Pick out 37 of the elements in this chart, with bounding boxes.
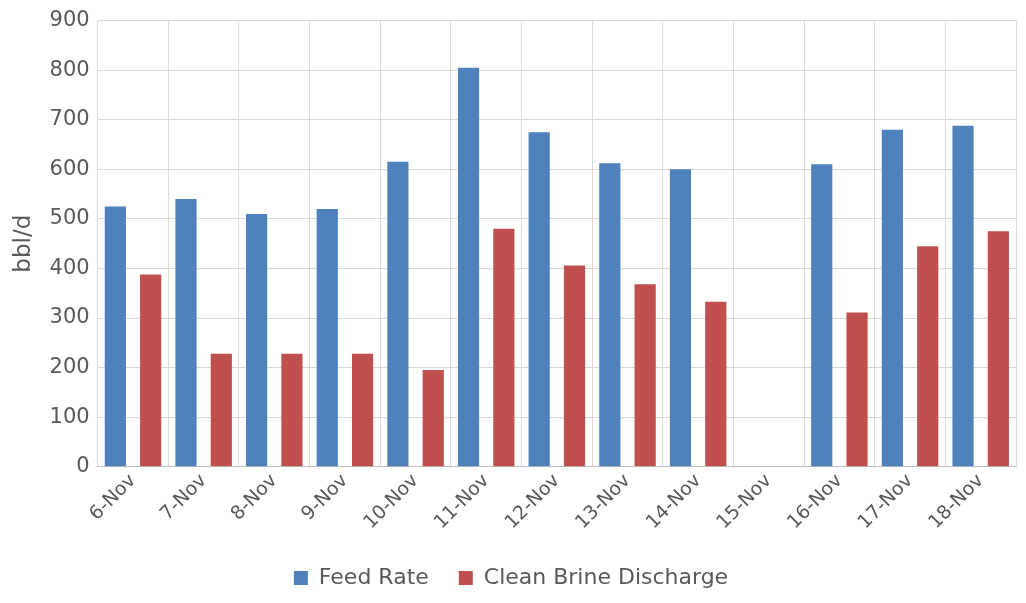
bar bbox=[987, 231, 1009, 467]
y-tick-label: 300 bbox=[49, 304, 90, 329]
legend-label: Clean Brine Discharge bbox=[483, 563, 729, 589]
bar bbox=[175, 199, 197, 467]
y-tick-label: 500 bbox=[49, 205, 90, 230]
bar bbox=[563, 265, 586, 467]
legend-label: Feed Rate bbox=[318, 563, 429, 589]
y-tick-label: 400 bbox=[49, 254, 90, 279]
bar bbox=[316, 208, 338, 467]
y-tick-label: 200 bbox=[49, 354, 90, 379]
bar bbox=[528, 132, 550, 467]
bar bbox=[140, 274, 162, 467]
bar bbox=[811, 164, 833, 467]
bar bbox=[917, 246, 939, 467]
bar bbox=[387, 161, 409, 467]
bar bbox=[210, 353, 232, 467]
y-tick-label: 0 bbox=[76, 453, 90, 478]
bar bbox=[281, 353, 303, 467]
y-tick-label: 900 bbox=[49, 7, 90, 32]
y-axis-title: bbl/d bbox=[8, 214, 35, 273]
bar bbox=[669, 169, 692, 467]
bar bbox=[705, 301, 727, 467]
bar bbox=[846, 312, 868, 467]
bar bbox=[246, 213, 268, 467]
bar bbox=[493, 228, 515, 467]
bar bbox=[104, 206, 126, 467]
y-tick-label: 600 bbox=[49, 155, 90, 180]
y-tick-label: 700 bbox=[49, 106, 90, 131]
bar bbox=[599, 163, 621, 467]
y-tick-label: 100 bbox=[49, 403, 90, 428]
bar bbox=[881, 129, 903, 467]
bar bbox=[457, 67, 480, 467]
bar bbox=[952, 125, 974, 467]
bar bbox=[634, 284, 656, 467]
bar bbox=[422, 370, 444, 467]
y-tick-label: 800 bbox=[49, 56, 90, 81]
bar bbox=[351, 353, 374, 467]
